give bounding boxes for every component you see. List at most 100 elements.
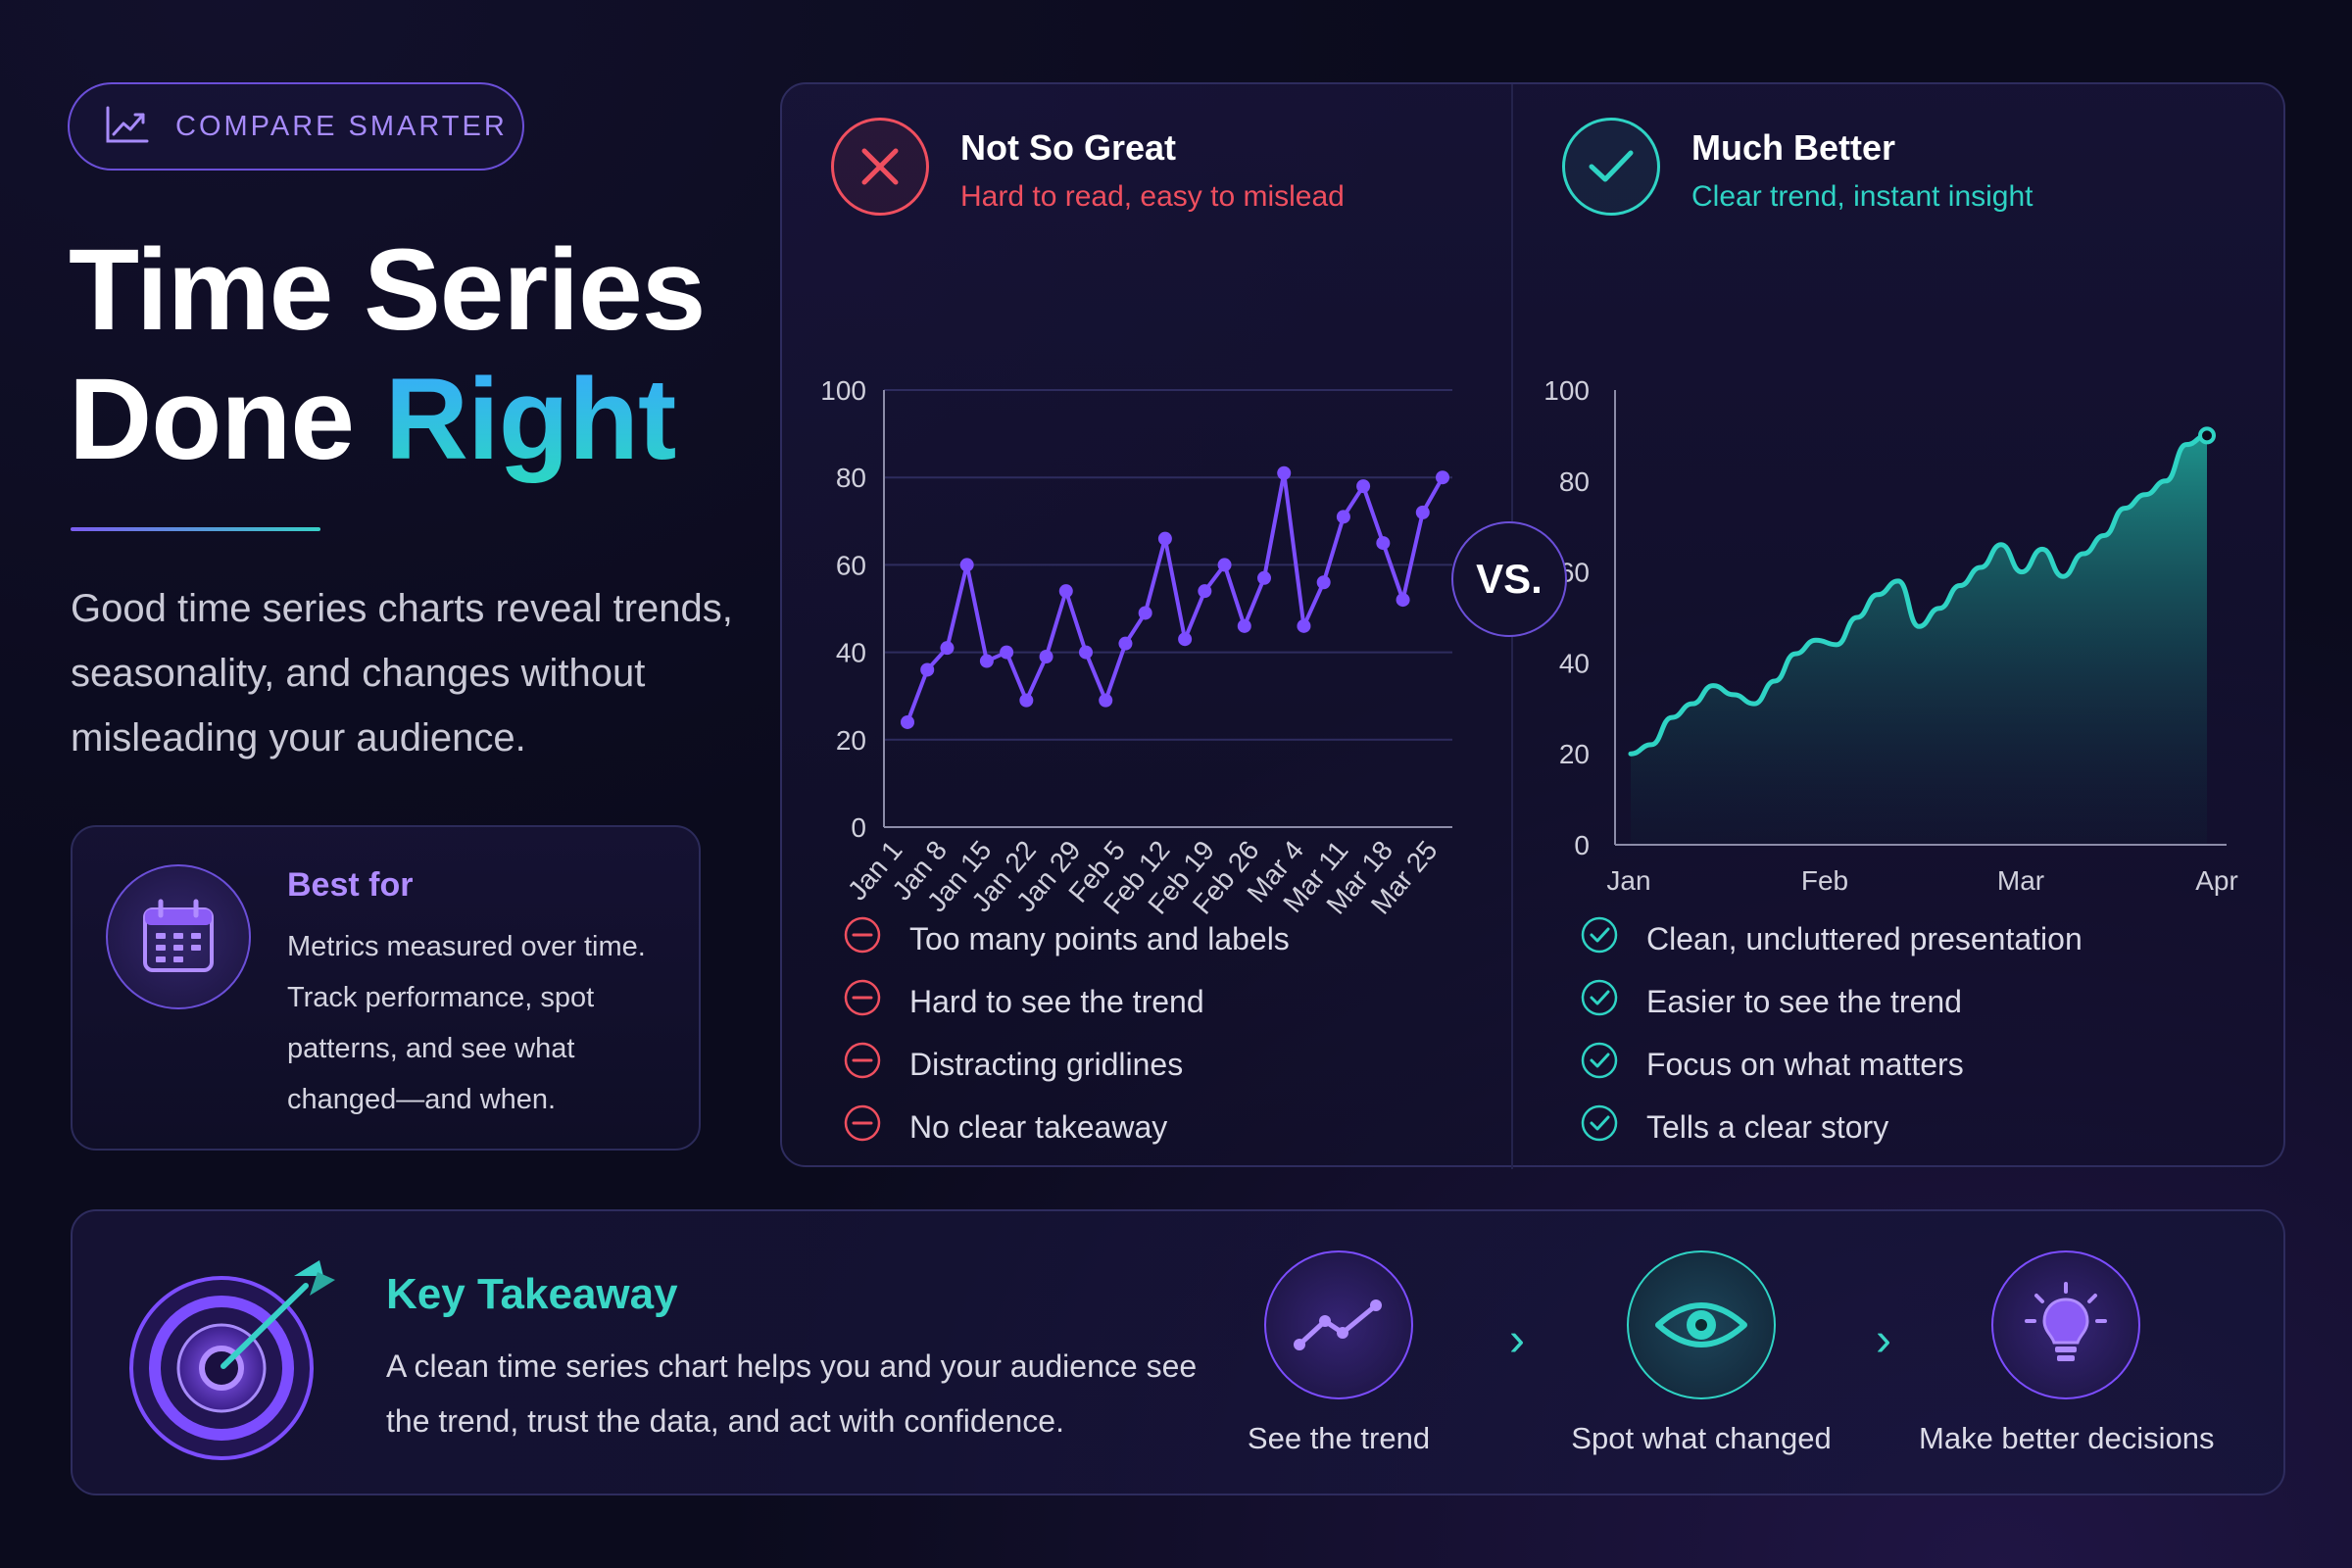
- y-tick-label: 0: [851, 812, 866, 843]
- bad-point-item: Distracting gridlines: [843, 1033, 1290, 1096]
- y-tick-label: 40: [1559, 648, 1590, 678]
- data-point: [1297, 618, 1311, 633]
- page-title: Time Series Done Right: [69, 225, 706, 484]
- check-circle-icon: [1580, 978, 1619, 1025]
- data-point: [1019, 693, 1034, 708]
- title-line-2-accent: Right: [384, 355, 676, 484]
- takeaway-text: A clean time series chart helps you and …: [386, 1348, 1198, 1439]
- good-point-label: Tells a clear story: [1646, 1108, 1889, 1145]
- bad-point-item: No clear takeaway: [843, 1096, 1290, 1158]
- trend-line-icon: [1264, 1250, 1413, 1399]
- good-point-label: Easier to see the trend: [1646, 983, 1962, 1019]
- x-tick-label: Jan: [1606, 865, 1650, 896]
- check-circle-icon: [1580, 1041, 1619, 1088]
- bad-point-label: Too many points and labels: [909, 920, 1290, 956]
- vs-badge: VS.: [1451, 521, 1567, 637]
- bad-chart-title: Not So Great: [960, 127, 1177, 168]
- best-for-title: Best for: [287, 866, 414, 904]
- title-underline: [71, 527, 320, 531]
- y-tick-label: 80: [836, 463, 866, 493]
- good-point-item: Tells a clear story: [1580, 1096, 2082, 1158]
- data-point: [1356, 479, 1371, 494]
- good-point-item: Focus on what matters: [1580, 1033, 2082, 1096]
- data-point: [1316, 575, 1331, 590]
- data-point: [940, 641, 955, 656]
- bad-point-label: Hard to see the trend: [909, 983, 1204, 1019]
- bad-point-item: Hard to see the trend: [843, 970, 1290, 1033]
- data-point: [1178, 632, 1193, 647]
- minus-circle-icon: [843, 1103, 882, 1151]
- good-chart-benefits: Clean, uncluttered presentation Easier to…: [1580, 907, 2082, 1158]
- data-point: [959, 558, 974, 572]
- data-point: [1396, 593, 1410, 608]
- data-point: [1277, 466, 1292, 480]
- series-line: [906, 470, 1445, 723]
- area-fill: [1631, 435, 2207, 845]
- bad-point-item: Too many points and labels: [843, 907, 1290, 970]
- step-label-spot-change: Spot what changed: [1571, 1421, 1832, 1455]
- data-point: [1436, 470, 1449, 485]
- intro-text: Good time series charts reveal trends, s…: [71, 587, 733, 760]
- data-point: [1415, 505, 1430, 519]
- good-chart-subtitle: Clear trend, instant insight: [1691, 180, 2034, 213]
- x-tick-label: Apr: [2195, 865, 2238, 896]
- key-takeaway-card: Key Takeaway A clean time series chart h…: [71, 1209, 2285, 1495]
- calendar-icon: [106, 864, 251, 1009]
- data-point: [1157, 531, 1172, 546]
- data-point: [1079, 645, 1093, 660]
- takeaway-title: Key Takeaway: [386, 1270, 678, 1318]
- title-line-2: Done Right: [69, 355, 705, 484]
- minus-circle-icon: [843, 1041, 882, 1088]
- x-tick-label: Feb: [1801, 865, 1848, 896]
- compare-smarter-badge: COMPARE SMARTER: [68, 82, 524, 171]
- bad-chart-subtitle: Hard to read, easy to mislead: [960, 180, 1345, 213]
- data-point: [1217, 558, 1232, 572]
- x-icon: [831, 118, 929, 216]
- y-tick-label: 20: [836, 725, 866, 756]
- data-point: [1138, 606, 1152, 620]
- step-decide: Make better decisions: [1919, 1250, 2215, 1456]
- data-point: [1257, 570, 1271, 585]
- y-tick-label: 100: [1544, 375, 1590, 406]
- series-line: [1628, 432, 2210, 757]
- best-for-text: Metrics measured over time. Track perfor…: [287, 931, 646, 1115]
- step-label-see-trend: See the trend: [1247, 1421, 1431, 1455]
- lightbulb-icon: [1991, 1250, 2140, 1399]
- target-icon: [127, 1247, 353, 1467]
- data-point: [920, 662, 935, 677]
- step-see-trend: See the trend: [1192, 1250, 1486, 1456]
- comparison-panel: Not So Great Hard to read, easy to misle…: [780, 82, 2285, 1169]
- data-point: [1058, 584, 1073, 599]
- badge-label: COMPARE SMARTER: [175, 110, 508, 142]
- good-point-item: Clean, uncluttered presentation: [1580, 907, 2082, 970]
- end-point: [2198, 426, 2216, 445]
- bad-point-label: No clear takeaway: [909, 1108, 1168, 1145]
- minus-circle-icon: [843, 978, 882, 1025]
- check-icon: [1562, 118, 1660, 216]
- y-tick-label: 100: [820, 375, 866, 406]
- title-line-2-plain: Done: [69, 355, 385, 484]
- best-for-card: Best for Metrics measured over time. Tra…: [71, 825, 701, 1151]
- bad-point-label: Distracting gridlines: [909, 1046, 1184, 1082]
- data-point: [979, 654, 994, 668]
- chevron-right-icon: ›: [1876, 1314, 1891, 1366]
- step-spot-change: Spot what changed: [1554, 1250, 1848, 1456]
- check-circle-icon: [1580, 915, 1619, 962]
- data-point: [1376, 536, 1391, 551]
- title-line-1: Time Series: [69, 225, 706, 355]
- y-tick-label: 20: [1559, 739, 1590, 769]
- data-point: [1000, 645, 1014, 660]
- y-tick-label: 80: [1559, 466, 1590, 497]
- bad-chart-issues: Too many points and labels Hard to see th…: [843, 907, 1290, 1158]
- good-point-item: Easier to see the trend: [1580, 970, 2082, 1033]
- data-point: [901, 714, 914, 729]
- data-point: [1336, 510, 1350, 524]
- y-tick-label: 60: [836, 550, 866, 580]
- x-tick-label: Mar: [1997, 865, 2044, 896]
- y-tick-label: 0: [1574, 830, 1590, 860]
- eye-icon: [1627, 1250, 1776, 1399]
- data-point: [1237, 618, 1251, 633]
